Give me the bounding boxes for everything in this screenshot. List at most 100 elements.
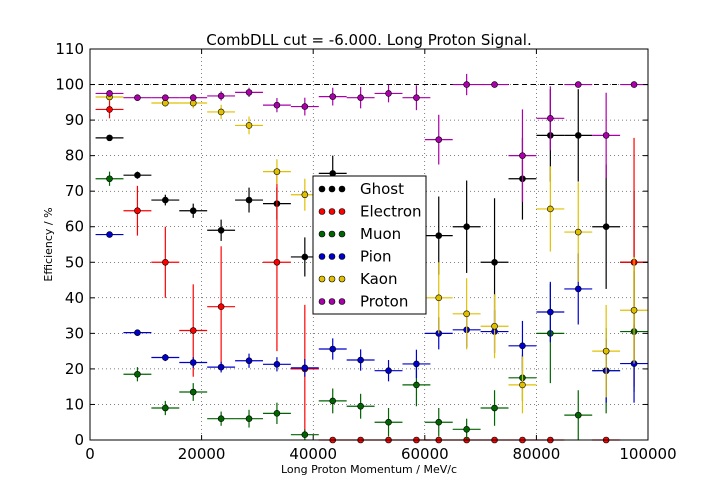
data-point: [574, 81, 582, 88]
data-point: [189, 94, 197, 101]
y-tick-label: 50: [65, 253, 84, 271]
legend-label: Electron: [360, 203, 422, 221]
data-point: [491, 322, 498, 330]
y-tick-label: 20: [65, 360, 84, 378]
data-point: [245, 357, 253, 365]
data-point: [245, 415, 253, 422]
data-point: [245, 89, 253, 96]
legend-marker: [338, 230, 346, 238]
legend-marker: [318, 298, 326, 305]
data-point: [134, 207, 141, 215]
data-point: [547, 115, 554, 122]
data-point: [162, 196, 169, 204]
data-point: [602, 132, 610, 139]
data-point: [106, 106, 113, 113]
chart-title: CombDLL cut = -6.000. Long Proton Signal…: [206, 31, 532, 49]
legend-label: Pion: [360, 248, 392, 266]
legend-marker: [328, 275, 336, 283]
plot-area-frame: [89, 48, 649, 441]
data-point: [162, 258, 169, 266]
data-point: [547, 205, 554, 213]
data-point: [106, 90, 113, 97]
x-tick-label: 20000: [178, 445, 226, 463]
data-point: [189, 207, 197, 215]
data-point: [273, 101, 281, 109]
data-point: [217, 92, 225, 100]
y-tick-label: 30: [65, 324, 84, 342]
data-point: [413, 360, 420, 368]
data-point: [217, 415, 225, 422]
series-kaon: [95, 93, 648, 414]
legend-marker: [338, 275, 346, 283]
data-point: [413, 94, 420, 101]
y-tick-label: 80: [65, 147, 84, 165]
legend-label: Proton: [360, 293, 408, 311]
x-tick-label: 100000: [619, 445, 676, 463]
legend-marker: [328, 208, 336, 215]
data-point: [357, 402, 364, 410]
data-point: [189, 359, 197, 366]
data-point: [301, 364, 309, 372]
legend-marker: [318, 185, 326, 193]
data-point: [273, 360, 281, 368]
data-point: [574, 411, 582, 419]
legend-label: Ghost: [360, 180, 404, 198]
data-point: [134, 329, 141, 336]
data-point: [134, 171, 141, 179]
y-tick-label: 10: [65, 395, 84, 413]
data-point: [273, 258, 281, 266]
data-point: [385, 90, 392, 97]
data-point: [217, 303, 225, 311]
data-point: [435, 418, 443, 426]
legend-marker: [338, 298, 346, 305]
y-tick-label: 100: [55, 76, 84, 94]
data-point: [435, 232, 443, 239]
legend-marker: [328, 230, 336, 238]
data-point: [547, 308, 554, 316]
data-point: [301, 253, 309, 261]
x-tick-label: 60000: [401, 445, 449, 463]
data-point: [630, 306, 638, 314]
legend-marker: [318, 275, 326, 283]
legend: Ghost Electron Muon Pion Kaon Proton: [312, 175, 427, 315]
legend-box: [312, 175, 427, 315]
data-point: [217, 363, 225, 371]
legend-label: Kaon: [360, 270, 397, 288]
y-tick-label: 0: [74, 431, 84, 449]
y-tick-label: 90: [65, 111, 84, 129]
data-point: [134, 370, 141, 378]
data-point: [301, 431, 309, 438]
data-point: [189, 327, 197, 334]
data-point: [301, 103, 309, 110]
x-tick-label: 0: [85, 445, 95, 463]
data-point: [189, 388, 197, 396]
legend-label: Muon: [360, 225, 401, 243]
data-point: [385, 367, 392, 374]
data-point: [329, 345, 337, 353]
data-point: [106, 231, 113, 238]
y-tick-label: 70: [65, 182, 84, 200]
data-point: [463, 310, 470, 318]
data-point: [273, 168, 281, 175]
data-point: [217, 226, 225, 234]
data-point: [574, 228, 582, 236]
data-point: [329, 93, 337, 100]
data-point: [134, 94, 141, 101]
data-point: [413, 381, 420, 389]
data-point: [435, 136, 443, 143]
data-point: [574, 132, 582, 139]
data-point: [519, 381, 526, 389]
data-point: [385, 418, 392, 426]
legend-marker: [328, 253, 336, 260]
y-tick-label: 110: [55, 40, 84, 58]
data-point: [463, 81, 470, 88]
data-point: [463, 426, 470, 433]
data-point: [329, 397, 337, 405]
data-point: [519, 152, 526, 159]
data-point: [273, 410, 281, 417]
data-point: [491, 404, 498, 412]
data-point: [519, 342, 526, 350]
data-point: [162, 94, 169, 101]
data-point: [217, 108, 225, 116]
